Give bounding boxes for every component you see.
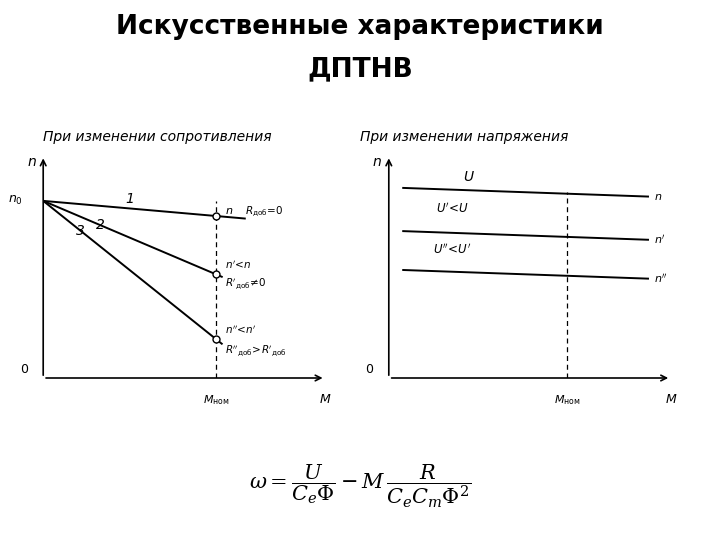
Text: $R'_{\rm доб}\!\neq\!0$: $R'_{\rm доб}\!\neq\!0$ [225,276,266,291]
Text: $R_{\rm доб}\!=\!0$: $R_{\rm доб}\!=\!0$ [245,204,284,219]
Text: $n''$: $n''$ [654,272,667,285]
Text: $M_{\rm ном}$: $M_{\rm ном}$ [202,393,230,407]
Text: $\omega = \dfrac{U}{C_e\Phi} - M\,\dfrac{R}{C_eC_m\Phi^2}$: $\omega = \dfrac{U}{C_e\Phi} - M\,\dfrac… [249,462,471,510]
Text: При изменении напряжения: При изменении напряжения [360,130,568,144]
Text: ДПТНВ: ДПТНВ [307,57,413,83]
Text: $U'\!<\!U$: $U'\!<\!U$ [436,201,469,215]
Text: Искусственные характеристики: Искусственные характеристики [116,14,604,39]
Text: 1: 1 [125,192,134,206]
Text: $M_{\rm ном}$: $M_{\rm ном}$ [554,393,581,407]
Text: $n$: $n$ [372,155,382,169]
Text: $M$: $M$ [665,393,678,406]
Text: $0$: $0$ [19,363,29,376]
Text: При изменении сопротивления: При изменении сопротивления [43,130,272,144]
Text: $n''\!<\!n'$: $n''\!<\!n'$ [225,323,256,336]
Text: $R''_{\rm доб}\!>\!R'_{\rm доб}$: $R''_{\rm доб}\!>\!R'_{\rm доб}$ [225,343,287,358]
Text: 2: 2 [96,218,105,232]
Text: 3: 3 [76,224,85,238]
Text: $n'$: $n'$ [654,233,665,246]
Text: $U$: $U$ [464,171,475,185]
Text: $M$: $M$ [319,393,332,406]
Text: $n_0$: $n_0$ [8,194,23,207]
Text: $0$: $0$ [365,363,374,376]
Text: $n$: $n$ [654,192,662,201]
Text: $n$: $n$ [27,155,37,169]
Text: $U''\!<\!U'$: $U''\!<\!U'$ [433,242,472,256]
Text: $n$: $n$ [225,206,233,216]
Text: $n'\!<\!n$: $n'\!<\!n$ [225,259,251,271]
